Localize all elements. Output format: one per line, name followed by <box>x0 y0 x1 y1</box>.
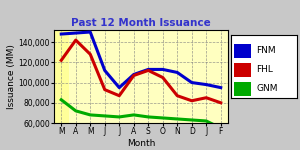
Bar <box>234 44 251 58</box>
FHL <box>176 95 179 97</box>
FHL <box>74 39 77 41</box>
Text: GNM: GNM <box>256 84 278 93</box>
Line: FNM: FNM <box>61 32 221 88</box>
GNM <box>219 127 223 129</box>
Text: FHL: FHL <box>256 65 273 74</box>
Bar <box>234 82 251 96</box>
FNM <box>176 72 179 73</box>
GNM <box>88 114 92 116</box>
FHL <box>59 59 63 61</box>
FNM <box>219 87 223 88</box>
FHL <box>118 95 121 97</box>
Line: FHL: FHL <box>61 40 221 103</box>
FNM <box>161 69 164 70</box>
GNM <box>118 116 121 118</box>
Y-axis label: Issuance (MM): Issuance (MM) <box>7 44 16 109</box>
GNM <box>132 114 136 116</box>
GNM <box>146 116 150 118</box>
Line: GNM: GNM <box>61 100 221 128</box>
FNM <box>74 32 77 34</box>
FHL <box>146 70 150 71</box>
FHL <box>219 102 223 104</box>
GNM <box>59 99 63 101</box>
FNM <box>132 74 136 75</box>
FHL <box>88 53 92 55</box>
FHL <box>205 97 208 99</box>
FHL <box>103 89 106 91</box>
X-axis label: Month: Month <box>127 139 155 148</box>
GNM <box>103 115 106 117</box>
GNM <box>205 120 208 122</box>
Bar <box>54 30 68 123</box>
FNM <box>118 87 121 88</box>
FNM <box>103 70 106 71</box>
FNM <box>59 33 63 35</box>
GNM <box>190 119 194 121</box>
Bar <box>234 63 251 77</box>
FHL <box>132 75 136 76</box>
GNM <box>161 117 164 119</box>
FNM <box>88 31 92 33</box>
FHL <box>190 100 194 102</box>
GNM <box>176 118 179 120</box>
GNM <box>74 110 77 112</box>
FHL <box>161 77 164 78</box>
FNM <box>190 82 194 83</box>
Text: FNM: FNM <box>256 46 276 55</box>
FNM <box>205 84 208 85</box>
FNM <box>146 69 150 70</box>
Title: Past 12 Month Issuance: Past 12 Month Issuance <box>71 18 211 28</box>
